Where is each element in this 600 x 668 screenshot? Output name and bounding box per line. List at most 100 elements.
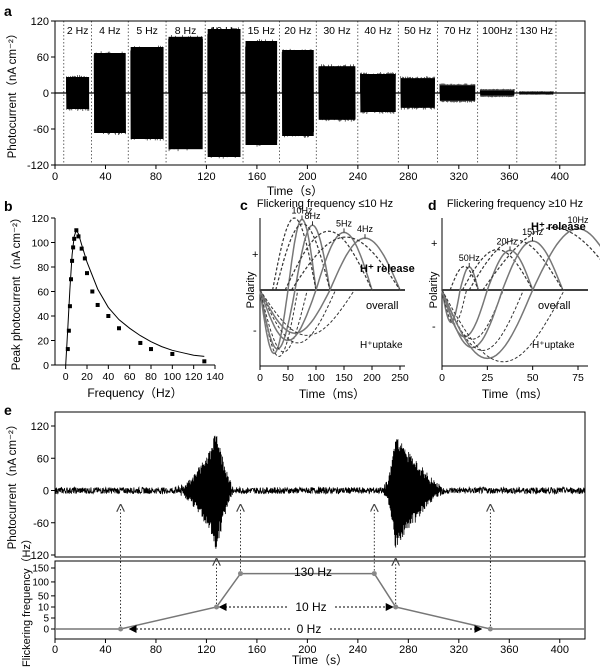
y-tick-label: -120	[27, 550, 49, 562]
x-tick-label: 0	[257, 372, 263, 384]
y-tick-label: 120	[31, 16, 49, 28]
segment-envelope	[168, 36, 203, 150]
data-point	[70, 258, 75, 263]
annotation-overall-c: overall	[366, 300, 398, 312]
panel-a: a 2 Hz 4 Hz 5 Hz 8 Hz 10 Hz 15 Hz 20 Hz 30 Hz 40…	[4, 3, 586, 198]
overall-curve	[441, 228, 600, 360]
axis-ticks-c: 0 50 100 150 200 250	[257, 366, 409, 384]
panel-label-a: a	[4, 3, 12, 19]
plot-frame-e-bottom	[54, 560, 586, 640]
y-tick-label: 120	[31, 421, 49, 433]
x-axis-label-b: Frequency（Hz）	[87, 386, 182, 400]
data-point	[90, 289, 95, 294]
panel-label-b: b	[4, 198, 13, 214]
annotation-overall-d: overall	[538, 300, 570, 312]
y-tick-label: -60	[33, 124, 49, 136]
x-tick-label: 320	[450, 644, 468, 656]
x-tick-label: 80	[150, 644, 162, 656]
data-point	[95, 302, 100, 307]
y2-tick-label: 100	[32, 577, 49, 588]
x-tick-label: 60	[124, 371, 136, 383]
frequency-curve-label: 8Hz	[304, 211, 321, 221]
y-tick-label: 120	[31, 213, 49, 225]
x-axis-label-c: Time（ms）	[299, 387, 365, 401]
data-point	[138, 340, 143, 345]
uptake-curve	[259, 289, 299, 358]
annotation-release-c: H⁺ release	[360, 263, 415, 275]
y-tick-label: -120	[27, 160, 49, 172]
segment-waveform	[519, 91, 554, 95]
x-tick-label: 120	[197, 171, 215, 183]
data-point	[72, 236, 77, 241]
overall-curve	[259, 237, 401, 334]
frequency-curve-label: 10Hz	[291, 205, 313, 215]
frequency-curve-label: 15Hz	[522, 227, 544, 237]
data-point	[117, 326, 121, 331]
x-tick-label: 400	[551, 644, 569, 656]
y-tick-label: 0	[43, 486, 49, 498]
x-tick-label: 80	[150, 171, 162, 183]
segment-envelope	[94, 53, 126, 133]
fit-curve	[65, 229, 205, 366]
panel-d: d Flickering frequency ≥10 Hz 50Hz 20Hz 15…	[428, 197, 600, 401]
x-tick-label: 40	[99, 171, 111, 183]
x-tick-label: 50	[282, 372, 294, 384]
x-tick-label: 250	[391, 372, 409, 384]
axis-ticks-a: 0 40 80 120 160 200 240 280 320 360 400 -120 -60 0 60 1…	[27, 16, 569, 183]
release-curve	[272, 217, 317, 291]
segment-envelope	[130, 47, 164, 139]
segment-label: 30 Hz	[323, 25, 350, 37]
annotation-uptake-d: H⁺uptake	[532, 340, 575, 351]
x-tick-label: 0	[52, 171, 58, 183]
y-tick-label: 60	[37, 287, 49, 299]
chart-title-d: Flickering frequency ≥10 Hz	[447, 198, 583, 210]
segment-label: 2 Hz	[67, 25, 89, 37]
segment-envelope	[66, 77, 90, 109]
annotation-release-d: H⁺ release	[531, 221, 586, 233]
signal-e: 130 Hz 10 Hz 0 Hz	[54, 435, 586, 636]
x-tick-label: 0	[52, 644, 58, 656]
segment-label: 20 Hz	[284, 25, 311, 37]
segment-envelope	[480, 90, 515, 96]
profile-node	[214, 604, 220, 610]
release-curve	[275, 223, 331, 291]
segment-envelope	[207, 29, 241, 157]
x-axis-label-a: Time（s）	[267, 184, 323, 198]
minus-sign-c: -	[253, 325, 257, 337]
data-point	[85, 271, 89, 276]
x-tick-label: 40	[99, 644, 111, 656]
plus-sign-d: +	[431, 238, 437, 250]
x-tick-label: 240	[349, 171, 367, 183]
segment-envelope	[400, 78, 435, 108]
axis-ticks-e: 0 40 80 120 160 200 240 280 320 360 400 -120 -60 0 60 1…	[27, 421, 569, 656]
overall-curve	[259, 224, 331, 350]
x-tick-label: 360	[500, 644, 518, 656]
x-tick-label: 240	[349, 644, 367, 656]
x-tick-label: 100	[307, 372, 325, 384]
overall-curve	[441, 240, 564, 349]
y-axis-label-c: Polarity	[245, 271, 257, 308]
frequency-label: 10 Hz	[295, 600, 326, 614]
segment-envelope	[318, 66, 356, 120]
y-tick-label: 100	[31, 238, 49, 250]
y-axis-label-e: Photocurrent（nA cm⁻²）	[6, 419, 19, 550]
x-tick-label: 400	[551, 171, 569, 183]
x-tick-label: 200	[298, 644, 316, 656]
data-point	[66, 328, 71, 333]
release-curve	[291, 236, 401, 291]
data-point	[106, 314, 111, 318]
y-axis-label-a: Photocurrent（nA cm⁻²）	[6, 28, 19, 159]
panel-label-c: c	[240, 197, 248, 213]
frequency-label: 0 Hz	[297, 622, 322, 636]
x-tick-label: 140	[206, 371, 224, 383]
uptake-curve	[259, 289, 355, 336]
release-curve	[449, 265, 479, 291]
data-point	[170, 351, 175, 356]
x-tick-label: 80	[145, 371, 157, 383]
segment-label: 130 Hz	[520, 25, 553, 37]
panel-label-d: d	[428, 197, 437, 213]
segment-label: 70 Hz	[444, 25, 471, 37]
segment-label: 5 Hz	[136, 25, 158, 37]
